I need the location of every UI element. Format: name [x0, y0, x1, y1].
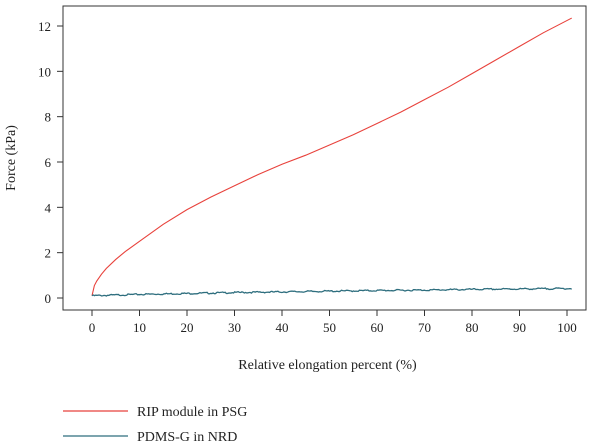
legend-label-2: PDMS-G in NRD: [137, 430, 237, 445]
x-tick-label: 80: [466, 320, 479, 335]
x-tick-label: 100: [557, 320, 577, 335]
x-axis-label: Relative elongation percent (%): [238, 358, 417, 373]
series-line-1: [91, 17, 573, 296]
plot-frame: [62, 5, 587, 311]
x-tick-label: 90: [513, 320, 526, 335]
x-tick-label: 60: [371, 320, 384, 335]
series-line-2: [91, 287, 572, 297]
x-tick-label: 10: [133, 320, 146, 335]
y-tick-label: 4: [45, 200, 52, 215]
x-tick-label: 70: [418, 320, 431, 335]
x-tick-label: 50: [323, 320, 336, 335]
legend-label-1: RIP module in PSG: [137, 405, 247, 420]
y-tick-label: 6: [45, 155, 52, 170]
x-tick-label: 30: [228, 320, 241, 335]
y-tick-label: 12: [38, 19, 51, 34]
y-tick-label: 0: [45, 291, 52, 306]
x-tick-label: 0: [89, 320, 96, 335]
x-tick-label: 20: [181, 320, 194, 335]
axes: 0 10 20 30 40 50 60 70 80 90 100 0 2 4 6 8 10 12: [38, 5, 587, 335]
series-layer: [91, 17, 573, 297]
legend: RIP module in PSG PDMS-G in NRD: [63, 405, 247, 445]
x-tick-label: 40: [276, 320, 289, 335]
y-axis-label: Force (kPa): [4, 125, 19, 191]
y-tick-label: 10: [38, 64, 51, 79]
y-tick-label: 2: [45, 246, 52, 261]
y-tick-label: 8: [45, 110, 52, 125]
